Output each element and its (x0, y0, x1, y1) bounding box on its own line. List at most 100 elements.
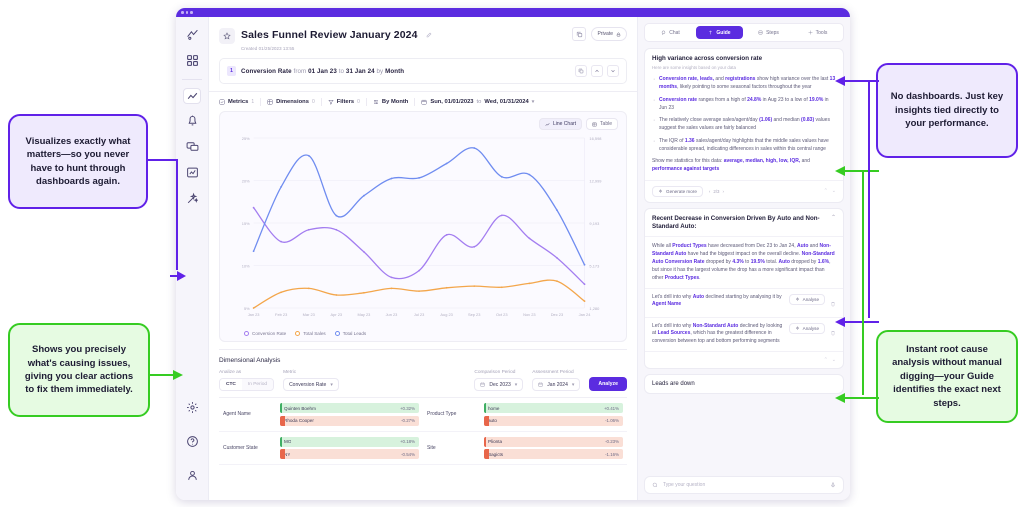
comparison-period-select[interactable]: Dec 2023 ▾ (474, 378, 524, 391)
highlight-text: Conversion rate (659, 96, 698, 103)
insight-card-leads-down[interactable]: Leads are down (644, 373, 844, 394)
drilldown-analyse-label: Analyse (802, 296, 819, 302)
svg-text:Dec 23: Dec 23 (551, 312, 564, 317)
analytics-icon[interactable] (183, 88, 201, 104)
analyze-button[interactable]: Analyze (589, 377, 627, 391)
privacy-toggle[interactable]: Private (591, 27, 627, 41)
thumbs-up-icon[interactable]: ⌃ (823, 356, 828, 363)
dimension-bar[interactable]: auto -1.06% (484, 415, 623, 426)
chat-icon[interactable] (181, 136, 203, 156)
collapse-chevron-up-icon[interactable]: ⌃ (830, 214, 836, 221)
query-from-word: from (293, 67, 307, 75)
highlight-text: Non-Standard Auto (652, 242, 831, 257)
sparkle-icon (795, 296, 800, 301)
thumbs-up-icon[interactable]: ⌃ (823, 188, 828, 195)
dashboard-grid-icon[interactable] (181, 50, 203, 70)
dimension-bar[interactable]: Quinten Boehm +0.32% (280, 403, 419, 413)
plain-text: and (800, 158, 810, 165)
chart-y-axis-left-labels: 25% 20% 15% 10% 5% (242, 136, 250, 311)
move-up-icon[interactable] (591, 65, 603, 77)
dimensions-label: Dimensions (276, 99, 309, 105)
chevron-down-icon: ▾ (514, 381, 518, 388)
query-bar[interactable]: 1 Conversion Rate from 01 Jan 23 to 31 J… (219, 58, 627, 84)
controls-row: Metrics 1 Dimensions 0 Filters 0 (209, 92, 637, 111)
drilldown-analyse-button[interactable]: Analyse (788, 293, 825, 305)
microphone-icon[interactable] (830, 482, 836, 488)
dimension-bars: MO +0.18% NY -0.54% (280, 436, 419, 459)
metric-select[interactable]: Conversion Rate ▾ (283, 378, 339, 391)
plain-text: Show me statistics for this data: (652, 158, 724, 165)
dimension-bar[interactable]: NY -0.54% (280, 449, 419, 459)
highlight-text: 1.6% (817, 258, 830, 265)
filters-control[interactable]: Filters 0 (327, 99, 360, 105)
insight2-title: Recent Decrease in Conversion Driven By … (652, 214, 820, 231)
svg-text:25%: 25% (242, 136, 250, 141)
metrics-count: 1 (251, 99, 255, 105)
thumbs-down-icon[interactable]: ⌄ (831, 188, 836, 195)
generate-more-button[interactable]: Generate more (652, 185, 703, 197)
guide-tab-steps[interactable]: Steps (745, 26, 792, 39)
settings-gear-icon[interactable] (181, 397, 203, 417)
query-to-date: 31 Jan 24 (345, 67, 375, 75)
chart-legend-item[interactable]: Total Sales (295, 331, 326, 336)
metrics-control[interactable]: Metrics 1 (219, 99, 254, 105)
dimension-bar-name: NY (284, 451, 291, 457)
highlight-text: 4.3% (732, 258, 744, 265)
dimension-bar[interactable]: MO +0.18% (280, 436, 419, 447)
move-down-icon[interactable] (607, 65, 619, 77)
comparison-period-label: Comparison Period (474, 370, 516, 375)
dimension-bar[interactable]: Bagicts -1.16% (484, 449, 623, 459)
pager-prev-icon[interactable]: ‹ (708, 188, 711, 194)
plain-text: have had the biggest impact on the overa… (686, 250, 802, 257)
legend-marker-icon (334, 331, 340, 336)
alerts-icon[interactable] (181, 110, 203, 130)
user-account-icon[interactable] (181, 465, 203, 485)
insight2-header: Recent Decrease in Conversion Driven By … (645, 209, 843, 236)
view-line-chart-button[interactable]: Line Chart (538, 118, 583, 130)
dimensions-control[interactable]: Dimensions 0 (267, 99, 315, 105)
dimension-bar-value: -0.54% (401, 451, 415, 457)
dimension-group: Agent Name Quinten Boehm +0.32% Rhoda Coope… (219, 398, 423, 432)
plain-text: have decreased from Dec 23 to Jan 24, (706, 242, 797, 249)
logo-icon[interactable] (181, 24, 203, 44)
analyze-as-toggle[interactable]: CTC In Period (219, 378, 275, 391)
favorite-star-icon[interactable] (219, 28, 235, 44)
magic-icon[interactable] (181, 188, 203, 208)
edit-pencil-icon[interactable] (426, 32, 432, 38)
toggle-ctc[interactable]: CTC (220, 379, 242, 390)
delete-icon[interactable] (830, 294, 836, 312)
grain-control[interactable]: By Month (373, 99, 408, 105)
copy-query-icon[interactable] (575, 65, 587, 77)
guide-tab-tools[interactable]: Tools (794, 26, 841, 39)
insight-bullet: The relatively close average sales/agent… (652, 116, 836, 133)
pager-next-icon[interactable]: › (722, 188, 724, 194)
dimension-bar[interactable]: Plionta -0.23% (484, 436, 623, 447)
duplicate-icon[interactable] (572, 27, 587, 41)
help-icon[interactable] (181, 431, 203, 451)
annotation-connector-4-spine (860, 170, 866, 398)
date-range-control[interactable]: Sun, 01/01/2023 to Wed, 01/31/2024 ▾ (421, 99, 534, 105)
ask-question-box[interactable]: Type your question (644, 476, 844, 494)
delete-icon[interactable] (830, 323, 836, 341)
chart-legend-item[interactable]: Total Leads (334, 331, 366, 336)
thumbs-down-icon[interactable]: ⌄ (831, 356, 836, 363)
guide-tab-chat[interactable]: Chat (647, 26, 694, 39)
chart-legend-item[interactable]: Conversion Rate (244, 331, 286, 336)
guide-panel: Chat Guide Steps Tools High variance across… (637, 17, 850, 500)
assessment-period-select[interactable]: Jan 2024 ▾ (532, 378, 581, 391)
dimension-bar[interactable]: home +0.41% (484, 403, 623, 413)
guide-tab-guide[interactable]: Guide (696, 26, 743, 39)
view-table-button[interactable]: Table (586, 118, 618, 130)
dimension-bar[interactable]: Rhoda Cooper -0.27% (280, 415, 419, 426)
dimension-bar-value: -1.16% (605, 451, 619, 457)
annotation-connector-3 (833, 75, 879, 87)
highlight-text: 24.8% (747, 96, 762, 103)
insight-stat-suggestion[interactable]: Show me statistics for this data: averag… (652, 158, 836, 174)
insight-pager[interactable]: ‹ 2/3 › (709, 189, 724, 194)
toggle-in-period[interactable]: In Period (241, 379, 274, 390)
dimension-bar-name: Plionta (488, 439, 503, 444)
assessment-period-field: Assessment Period Jan 2024 ▾ (532, 370, 581, 391)
reports-icon[interactable] (181, 162, 203, 182)
plain-text: The IQR of (659, 137, 685, 144)
drilldown-analyse-button[interactable]: Analyse (788, 322, 825, 334)
